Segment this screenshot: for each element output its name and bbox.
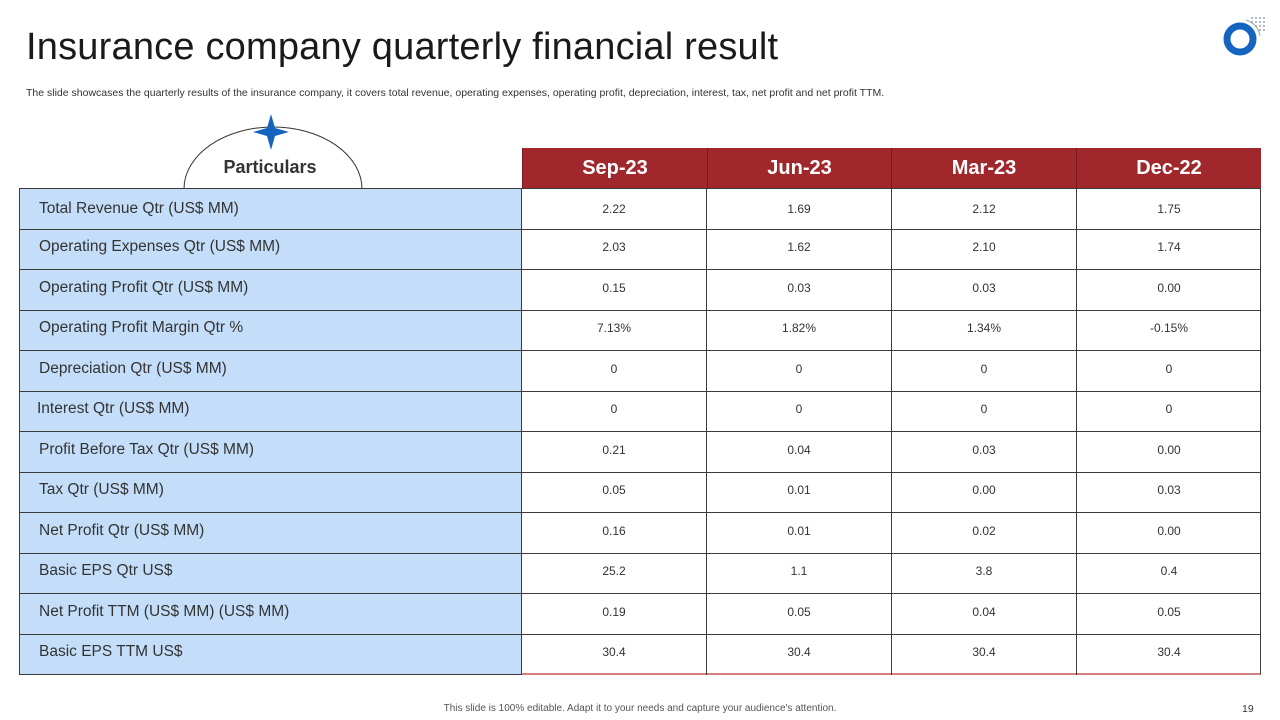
- column-header-sep-23: Sep-23: [522, 148, 707, 188]
- company-logo-icon: [1223, 17, 1265, 56]
- table-cell: 0.21: [602, 443, 626, 457]
- row-label-total-revenue: Total Revenue Qtr (US$ MM): [39, 200, 239, 217]
- row-label-basic-eps: Basic EPS Qtr US$: [39, 562, 173, 579]
- table-cell: 0.03: [972, 281, 996, 295]
- table-cell: 2.03: [602, 240, 626, 254]
- row-divider: [19, 472, 1261, 473]
- footer-note: This slide is 100% editable. Adapt it to…: [443, 703, 837, 714]
- table-cell: 30.4: [787, 645, 811, 659]
- row-divider: [19, 229, 1261, 230]
- row-label-tax: Tax Qtr (US$ MM): [39, 481, 164, 498]
- table-cell: 0.00: [1157, 281, 1181, 295]
- column-header-jun-23: Jun-23: [707, 148, 891, 188]
- row-divider: [19, 350, 1261, 351]
- column-header-mar-23: Mar-23: [891, 148, 1076, 188]
- row-divider: [19, 512, 1261, 513]
- row-label-profit-before-tax: Profit Before Tax Qtr (US$ MM): [39, 441, 255, 458]
- table-cell: 0.15: [602, 281, 626, 295]
- slide-subtitle: The slide showcases the quarterly result…: [26, 87, 885, 99]
- star-icon: [253, 114, 289, 150]
- table-cell: -0.15%: [1149, 321, 1189, 335]
- table-cell: 1.75: [1157, 202, 1181, 216]
- table-cell: 0.04: [972, 605, 996, 619]
- table-cell: 0.02: [972, 524, 996, 538]
- table-cell: 1.62: [787, 240, 811, 254]
- table-cell: 0.19: [602, 605, 626, 619]
- table-cell: 0.05: [1157, 605, 1181, 619]
- table-cell: 1.82%: [781, 321, 817, 335]
- table-cell: 0: [1165, 362, 1173, 376]
- row-divider: [19, 391, 1261, 392]
- row-divider: [19, 431, 1261, 432]
- table-cell: 2.22: [602, 202, 626, 216]
- table-cell: 0.03: [1157, 483, 1181, 497]
- table-cell: 1.69: [787, 202, 811, 216]
- row-divider: [19, 553, 1261, 554]
- row-label-net-profit-ttm: Net Profit TTM (US$ MM) (US$ MM): [39, 603, 290, 620]
- row-label-net-profit: Net Profit Qtr (US$ MM): [39, 522, 205, 539]
- particulars-arch: [183, 114, 363, 190]
- column-divider: [1076, 188, 1077, 675]
- row-divider: [19, 593, 1261, 594]
- table-cell: 0.03: [787, 281, 811, 295]
- table-cell: 1.74: [1157, 240, 1181, 254]
- row-label-operating-profit: Operating Profit Qtr (US$ MM): [39, 279, 249, 296]
- table-cell: 0: [610, 362, 618, 376]
- table-cell: 0: [980, 362, 988, 376]
- table-cell: 30.4: [1157, 645, 1181, 659]
- table-cell: 1.1: [790, 564, 808, 578]
- page-number: 19: [1242, 703, 1254, 715]
- table-cell: 0.00: [1157, 443, 1181, 457]
- table-cell: 0: [795, 362, 803, 376]
- row-label-operating-profit-margin: Operating Profit Margin Qtr %: [39, 319, 244, 336]
- row-label-basic-eps-ttm: Basic EPS TTM US$: [39, 643, 183, 660]
- particulars-header: Particulars: [223, 157, 317, 177]
- table-cell: 0.04: [787, 443, 811, 457]
- row-label-interest: Interest Qtr (US$ MM): [37, 400, 190, 417]
- table-cell: 0: [795, 402, 803, 416]
- table-cell: 0.01: [787, 483, 811, 497]
- table-cell: 30.4: [602, 645, 626, 659]
- table-cell: 0: [1165, 402, 1173, 416]
- row-divider: [19, 310, 1261, 311]
- table-cell: 0: [610, 402, 618, 416]
- table-cell: 0.16: [602, 524, 626, 538]
- table-cell: 0.03: [972, 443, 996, 457]
- row-divider: [19, 634, 1261, 635]
- table-cell: 0.00: [1157, 524, 1181, 538]
- slide-title: Insurance company quarterly financial re…: [26, 26, 779, 68]
- table-cell: 7.13%: [596, 321, 632, 335]
- table-cell: 0.00: [972, 483, 996, 497]
- table-cell: 0.05: [787, 605, 811, 619]
- column-divider: [891, 188, 892, 675]
- column-header-dec-22: Dec-22: [1076, 148, 1261, 188]
- table-cell: 25.2: [602, 564, 626, 578]
- table-cell: 30.4: [972, 645, 996, 659]
- row-label-operating-expenses: Operating Expenses Qtr (US$ MM): [39, 238, 281, 255]
- table-cell: 0.4: [1160, 564, 1178, 578]
- table-cell: 0: [980, 402, 988, 416]
- table-cell: 1.34%: [966, 321, 1002, 335]
- table-cell: 0.05: [602, 483, 626, 497]
- row-label-depreciation: Depreciation Qtr (US$ MM): [39, 360, 227, 377]
- table-cell: 3.8: [975, 564, 993, 578]
- column-divider: [706, 188, 707, 675]
- table-cell: 2.10: [972, 240, 996, 254]
- row-divider: [19, 269, 1261, 270]
- table-cell: 2.12: [972, 202, 996, 216]
- table-cell: 0.01: [787, 524, 811, 538]
